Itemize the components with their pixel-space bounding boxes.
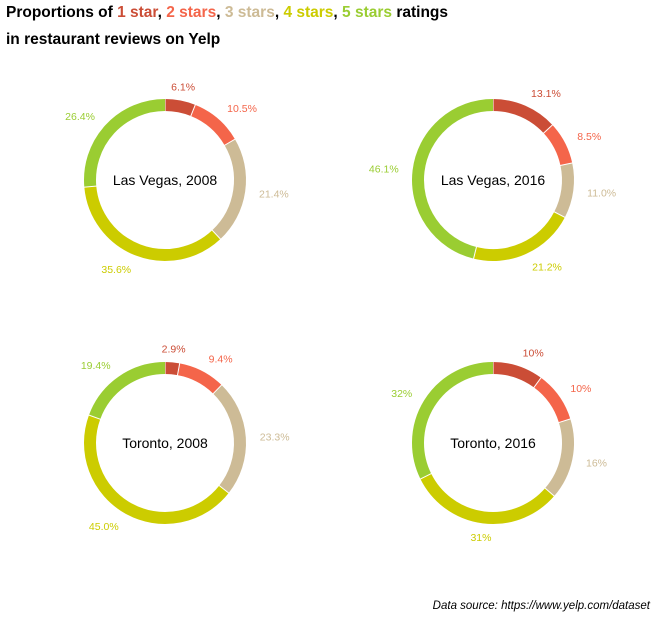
percent-label-4-3: 16% xyxy=(586,457,607,469)
donut-slice-4-2 xyxy=(533,377,571,423)
donut-chart-3: 2.9% 9.4% 23.3% 45.0% 19.4% Toronto, 2008 xyxy=(81,343,290,533)
donut-slice-2-5 xyxy=(412,99,494,259)
slice-separator xyxy=(559,162,574,167)
title-suffix: ratings xyxy=(392,4,449,21)
donut-slice-3-4 xyxy=(84,415,229,524)
percent-label-2-3: 11.0% xyxy=(587,188,616,200)
slice-separator xyxy=(223,138,237,147)
donut-slice-4-4 xyxy=(420,473,555,524)
donut-slice-1-5 xyxy=(84,99,166,188)
percent-label-2-4: 21.2% xyxy=(532,262,562,274)
percent-label-1-2: 10.5% xyxy=(227,103,257,115)
percent-label-2-1: 13.1% xyxy=(531,88,561,100)
percent-label-4-1: 10% xyxy=(523,348,544,360)
title-separator: , xyxy=(333,4,343,21)
percent-label-1-1: 6.1% xyxy=(171,82,195,94)
percent-label-2-5: 46.1% xyxy=(369,164,399,176)
percent-label-3-4: 45.0% xyxy=(89,521,119,533)
percent-label-4-2: 10% xyxy=(570,383,591,395)
slice-separator xyxy=(218,484,230,495)
slice-separator xyxy=(83,185,98,188)
donut-slice-2-2 xyxy=(543,124,573,166)
donut-chart-4: 10% 10% 16% 31% 32% Toronto, 2016 xyxy=(391,348,607,544)
percent-label-4-4: 31% xyxy=(470,532,491,544)
percent-label-3-3: 23.3% xyxy=(260,432,290,444)
slice-separator xyxy=(189,103,197,118)
percent-label-3-1: 2.9% xyxy=(162,343,186,355)
percent-label-2-2: 8.5% xyxy=(577,131,601,143)
slice-separator xyxy=(176,362,181,377)
title-separator: , xyxy=(274,4,284,21)
donut-slice-4-1 xyxy=(492,362,542,388)
title-category-5: 5 stars xyxy=(342,4,393,21)
slice-separator xyxy=(544,487,556,498)
slice-separator xyxy=(532,376,543,389)
chart-title-line1: Proportions of 1 star, 2 stars, 3 stars,… xyxy=(6,4,448,22)
title-category-1: 1 star xyxy=(117,4,158,21)
donut-chart-2: 13.1% 8.5% 11.0% 21.2% 46.1% Las Vegas, 2016 xyxy=(369,88,616,274)
slice-separator xyxy=(419,472,433,480)
percent-label-3-2: 9.4% xyxy=(209,354,233,366)
donut-center-label-1: Las Vegas, 2008 xyxy=(113,172,218,188)
donut-slice-2-1 xyxy=(492,99,553,134)
title-separator: , xyxy=(157,4,167,21)
percent-label-1-3: 21.4% xyxy=(259,189,289,201)
donut-slice-3-5 xyxy=(88,362,166,420)
slice-separator xyxy=(553,210,566,219)
percent-label-4-5: 32% xyxy=(391,388,412,400)
donut-slice-3-1 xyxy=(164,362,180,376)
donut-slice-1-3 xyxy=(212,139,246,240)
donut-slice-3-2 xyxy=(177,363,222,394)
donut-slice-4-3 xyxy=(545,418,574,497)
donut-charts: 6.1% 10.5% 21.4% 35.6% 26.4% Las Vegas, 2008 1… xyxy=(65,82,616,544)
donut-slice-2-4 xyxy=(473,211,565,261)
donut-slice-2-3 xyxy=(554,162,574,218)
donut-center-label-4: Toronto, 2016 xyxy=(450,435,536,451)
donut-center-label-2: Las Vegas, 2016 xyxy=(441,172,546,188)
slice-separator xyxy=(557,418,572,424)
slice-separator xyxy=(87,414,102,421)
slice-separator xyxy=(211,229,222,241)
chart-title-line2: in restaurant reviews on Yelp xyxy=(6,31,221,48)
donut-slice-3-3 xyxy=(213,385,246,494)
data-source-caption: Data source: https://www.yelp.com/datase… xyxy=(432,600,650,612)
slice-separator xyxy=(542,123,554,135)
slice-separator xyxy=(472,245,478,260)
title-separator: , xyxy=(216,4,225,21)
donut-slice-1-4 xyxy=(84,185,221,261)
title-prefix: Proportions of xyxy=(6,4,118,21)
title-category-3: 3 stars xyxy=(224,4,275,21)
percent-label-1-5: 26.4% xyxy=(65,111,95,123)
title-category-4: 4 stars xyxy=(283,4,334,21)
donut-slice-4-5 xyxy=(412,362,494,479)
donut-slice-1-1 xyxy=(164,99,196,117)
slice-separator xyxy=(212,383,223,395)
percent-label-1-4: 35.6% xyxy=(101,264,131,276)
percent-label-3-5: 19.4% xyxy=(81,360,111,372)
donut-center-label-3: Toronto, 2008 xyxy=(122,435,208,451)
title-category-2: 2 stars xyxy=(166,4,217,21)
donut-chart-1: 6.1% 10.5% 21.4% 35.6% 26.4% Las Vegas, 2008 xyxy=(65,82,289,276)
donut-slice-1-2 xyxy=(190,104,235,146)
